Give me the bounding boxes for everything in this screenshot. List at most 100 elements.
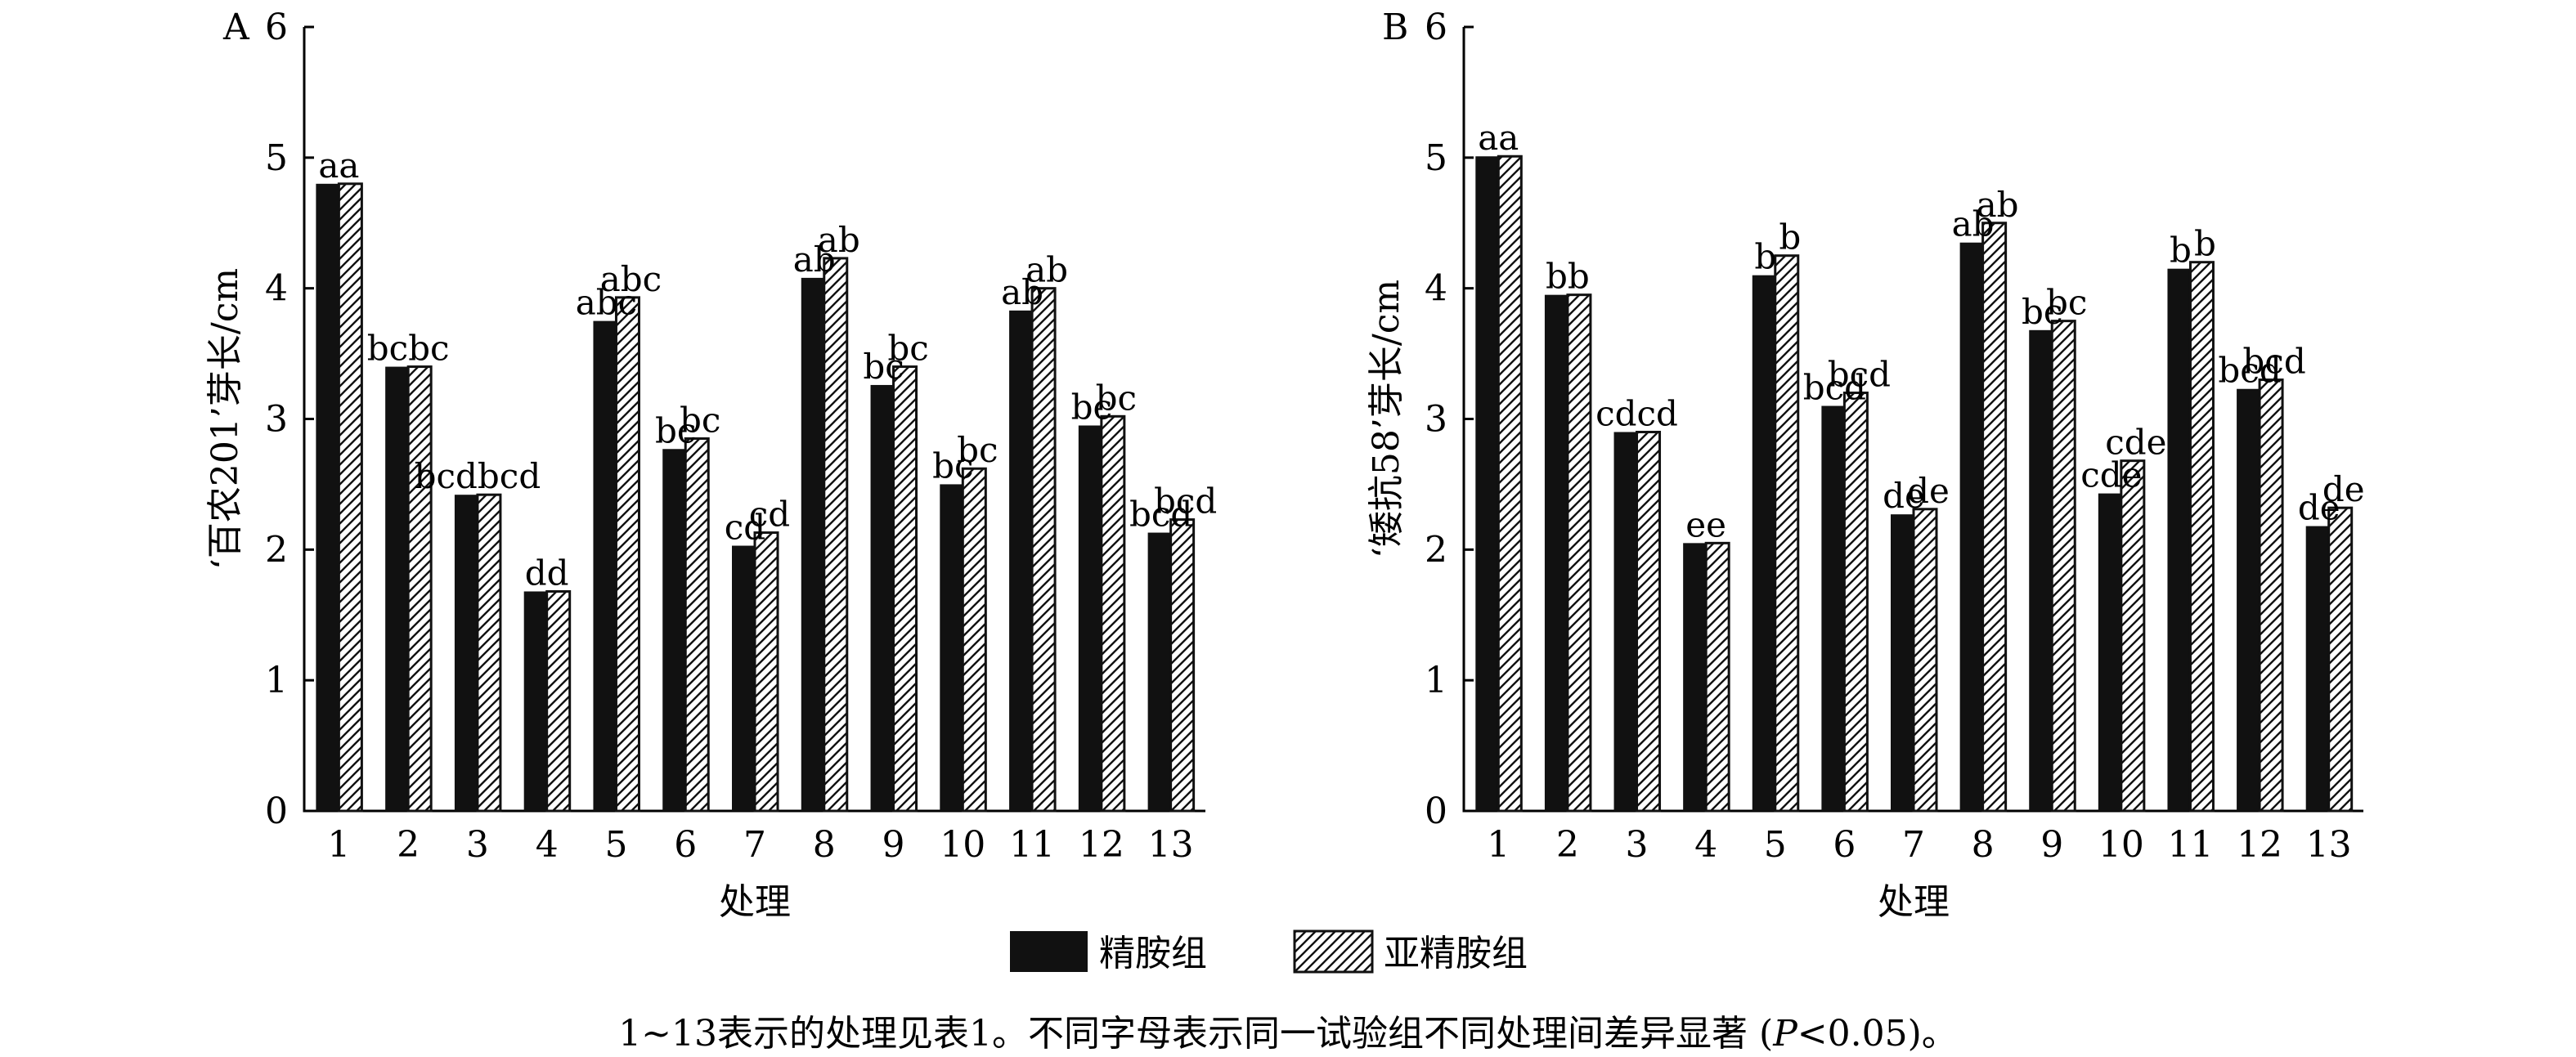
bar-spermidine [1774,254,1800,813]
caption-p-symbol: P [1773,1013,1797,1055]
bar-significance-label: b [2170,231,2192,271]
bar-spermine [2029,329,2053,811]
bar-pair-significance-label: bcbc [367,329,450,369]
bar-spermine [1544,294,1568,811]
x-tick-label: 3 [1626,824,1649,866]
bar-spermidine [2120,459,2146,813]
bar-spermidine [753,531,779,813]
x-tick-label: 1 [327,824,350,866]
legend: 精胺组 亚精胺组 [1010,929,1528,974]
bar-spermidine [2258,378,2284,813]
y-tick-label: 0 [265,791,288,832]
bar-significance-label: bc [2046,283,2087,323]
bar-spermidine [337,182,363,813]
bar-spermidine [545,589,572,813]
x-tick-label: 5 [1764,824,1787,866]
y-tick-label: 2 [1425,529,1447,571]
bar-significance-label: bc [1096,378,1137,418]
x-tick-label: 4 [1694,824,1717,866]
bar-spermine [1147,532,1171,811]
bar-spermine [1475,156,1499,812]
x-axis-label: 处理 [719,881,791,923]
bar-spermine [593,320,617,811]
bar-pair-significance-label: bb [1546,257,1590,297]
y-tick-label: 3 [1425,399,1447,441]
y-tick-label: 2 [265,529,288,571]
bar-significance-label: bc [957,430,998,470]
x-tick-label: 11 [1009,824,1055,866]
bar-significance-label: bc [1071,387,1112,427]
bar-significance-label: ab [1977,185,2019,225]
x-tick-label: 8 [1972,824,1995,866]
bar-significance-label: bc [680,400,720,440]
bar-spermine [1613,432,1637,811]
bar-significance-label: bc [863,347,904,387]
bar-significance-label: bcd [1154,481,1217,522]
bar-spermine [1821,405,1845,811]
y-tick-label: 6 [265,7,288,48]
figure-caption: 1~13表示的处理见表1。不同字母表示同一试验组不同处理间差异显著 (P<0.0… [0,1004,2576,1056]
bar-spermidine [1912,508,1938,813]
y-axis-label: ‘矮抗58’芽长/cm [1366,280,1407,558]
bar-significance-label: ab [1001,272,1043,312]
bar-significance-label: b [1779,217,1801,258]
x-tick-label: 12 [2237,824,2282,866]
bar-significance-label: de [1907,471,1950,511]
legend-label-spermine: 精胺组 [1099,933,1207,974]
caption-text: 1~13表示的处理见表1。不同字母表示同一试验组不同处理间差异显著 ( [618,1013,1774,1055]
y-tick-label: 5 [1425,137,1447,179]
bar-spermidine [614,296,640,813]
bar-spermine [870,384,894,811]
bar-spermidine [2050,320,2076,813]
bar-spermidine [684,437,710,813]
bar-spermidine [823,257,849,813]
panel-label: B [1382,7,1408,48]
bar-spermine [2305,526,2329,811]
y-tick-label: 3 [265,399,288,441]
panel-a-chart: A0123456‘百农201’芽长/cm处理1aa2bcbc3bcdbcd4dd… [204,7,1217,923]
bar-spermine [454,495,478,811]
y-tick-label: 5 [265,137,288,179]
bar-spermidine [2188,261,2215,813]
bar-pair-significance-label: ee [1685,504,1726,544]
bar-spermidine [892,365,918,813]
bar-significance-label: de [2322,469,2365,509]
bar-spermine [801,277,824,811]
bar-pair-significance-label: aa [1478,118,1519,158]
bar-spermine [1891,514,1914,811]
bar-significance-label: ab [818,220,860,260]
x-tick-label: 10 [2098,824,2144,866]
y-tick-label: 6 [1425,7,1447,48]
legend-label-spermidine: 亚精胺组 [1384,933,1528,974]
bar-significance-label: cd [725,508,765,548]
bar-spermine [2167,268,2191,812]
x-axis-label: 处理 [1878,881,1950,923]
bar-spermine [1959,242,1983,812]
y-tick-label: 0 [1425,791,1447,832]
bar-spermine [940,484,963,811]
bar-significance-label: cd [749,495,790,535]
bar-significance-label: ab [793,240,836,280]
legend-swatch-spermine [1010,931,1088,972]
x-tick-label: 6 [1833,824,1856,866]
bar-significance-label: b [2194,224,2216,264]
bar-spermine [2098,493,2121,811]
x-tick-label: 6 [674,824,697,866]
bar-spermidine [1566,293,1592,813]
x-tick-label: 5 [604,824,627,866]
bar-significance-label: bcd [1828,355,1891,395]
bar-spermidine [1030,287,1057,813]
x-tick-label: 9 [2040,824,2063,866]
panel-label: A [222,7,250,48]
bar-spermidine [961,467,987,813]
bar-spermidine [406,365,433,813]
bar-significance-label: ab [1025,250,1068,290]
bar-significance-label: abc [600,259,662,299]
bar-spermidine [1704,541,1730,813]
legend-swatch-spermidine [1293,929,1374,974]
bar-spermine [2237,388,2260,811]
x-tick-label: 4 [536,824,559,866]
bar-spermine [1009,310,1033,811]
